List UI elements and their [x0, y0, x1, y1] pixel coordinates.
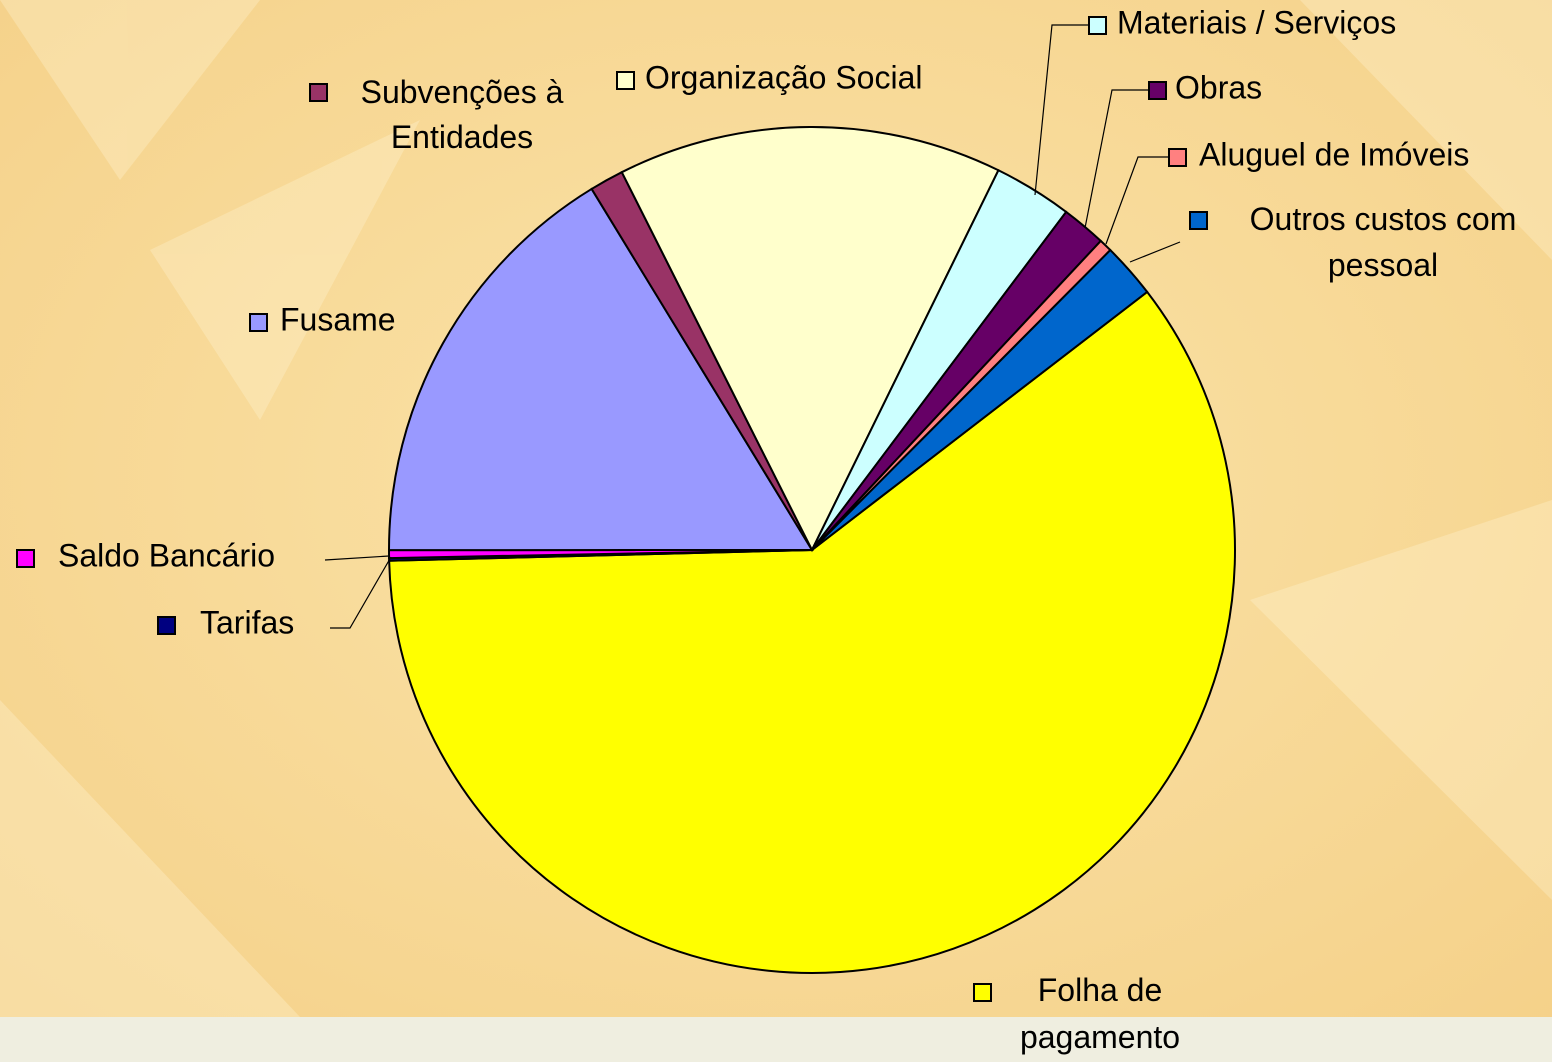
chart: Folha de pagamento Tarifas Saldo Bancário Fu…	[0, 0, 1552, 1062]
slice-label: Obras	[1175, 69, 1262, 105]
label-line: Folha de	[1038, 972, 1163, 1008]
label-line: pagamento	[1020, 1019, 1180, 1055]
legend-swatch	[1149, 82, 1166, 99]
legend-swatch	[158, 617, 175, 634]
label-line: Entidades	[391, 119, 533, 155]
slice-label: Tarifas	[200, 604, 294, 640]
legend-swatch	[617, 72, 634, 89]
legend-swatch	[1089, 17, 1106, 34]
slice-label: Materiais / Serviços	[1117, 4, 1396, 40]
legend-swatch	[1169, 149, 1186, 166]
slice-label: Fusame	[280, 301, 396, 337]
footer-band	[0, 1017, 1552, 1062]
label-line: Subvenções à	[361, 74, 564, 110]
legend-swatch	[1190, 212, 1207, 229]
legend-swatch	[250, 314, 267, 331]
slice-label: Organização Social	[645, 59, 922, 95]
legend-swatch	[974, 984, 991, 1001]
page: {"chart_data": {"type": "pie", "categori…	[0, 0, 1552, 1062]
label-line: Outros custos com	[1250, 201, 1517, 237]
legend-swatch	[17, 550, 34, 567]
slice-label: Aluguel de Imóveis	[1199, 136, 1469, 172]
label-line: pessoal	[1328, 247, 1438, 283]
slice-label: Saldo Bancário	[58, 537, 275, 573]
legend-swatch	[310, 84, 327, 101]
